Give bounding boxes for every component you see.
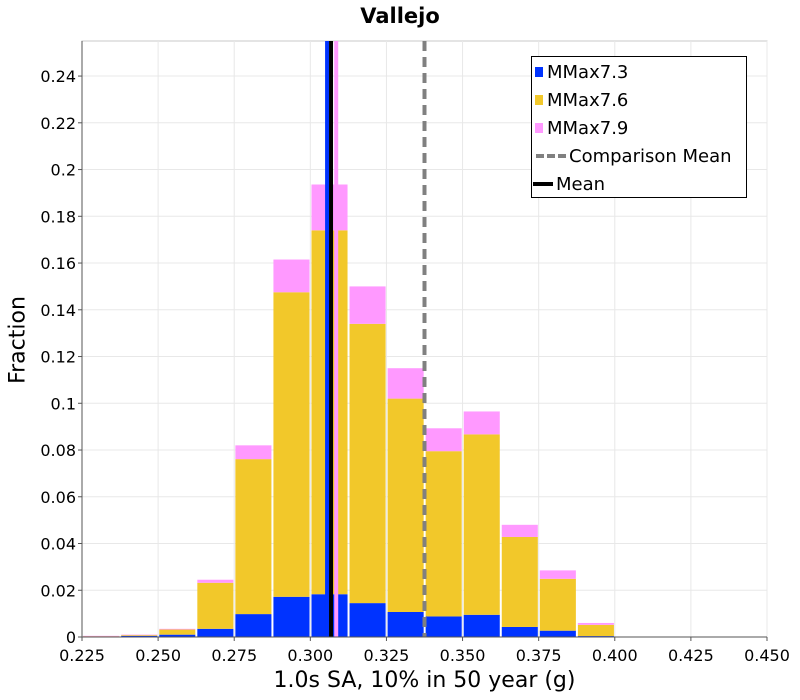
legend-item: Mean [532, 170, 605, 198]
x-tick-label: 0.400 [592, 646, 638, 665]
legend-label: MMax7.6 [547, 89, 629, 111]
bar-mmax7-9 [197, 579, 234, 583]
bar-mmax7-3 [159, 634, 196, 637]
bar-mmax7-3 [273, 596, 310, 637]
bar-mmax7-6 [235, 459, 272, 615]
x-tick-label: 0.425 [668, 646, 714, 665]
legend-line-swatch [536, 154, 566, 158]
legend-label: Mean [556, 173, 606, 195]
bar-mmax7-9 [121, 634, 158, 636]
bar-mmax7-3 [501, 626, 538, 637]
x-tick-label: 0.275 [211, 646, 257, 665]
bar-mmax7-6 [463, 434, 500, 615]
bar-mmax7-9 [501, 524, 538, 537]
legend: MMax7.3 MMax7.6 MMax7.9 Comparison Mean Mean [531, 56, 747, 198]
y-tick-label: 0.14 [40, 301, 76, 320]
bar-mmax7-6 [121, 634, 158, 636]
legend-swatch [535, 123, 543, 133]
bar-mmax7-9 [349, 286, 386, 324]
y-tick-label: 0.24 [40, 67, 76, 86]
bar-mmax7-6 [349, 323, 386, 604]
x-axis-label: 1.0s SA, 10% in 50 year (g) [273, 668, 576, 693]
bar-mmax7-9 [273, 259, 310, 293]
bar-mmax7-3 [425, 616, 462, 637]
legend-item: MMax7.9 [532, 114, 628, 142]
x-tick-label: 0.250 [135, 646, 181, 665]
bar-mmax7-6 [159, 629, 196, 635]
bar-mmax7-9 [425, 428, 462, 452]
y-axis-label: Fraction [5, 296, 31, 384]
legend-swatch [535, 95, 543, 105]
legend-label: MMax7.9 [547, 117, 629, 139]
y-tick-label: 0.06 [40, 488, 76, 507]
bar-mmax7-9 [463, 411, 500, 435]
x-tick-label: 0.350 [440, 646, 486, 665]
y-tick-label: 0.04 [40, 535, 76, 554]
bar-mmax7-3 [197, 628, 234, 637]
legend-item: Comparison Mean [532, 142, 732, 170]
bar-mmax7-3 [387, 611, 424, 637]
x-tick-label: 0.325 [364, 646, 410, 665]
legend-line-swatch [533, 182, 553, 186]
bar-mmax7-6 [539, 578, 576, 631]
bar-mmax7-9 [387, 368, 424, 399]
bar-mmax7-9 [159, 628, 196, 630]
legend-swatch [535, 67, 543, 77]
bar-mmax7-6 [273, 292, 310, 597]
bar-mmax7-3 [235, 614, 272, 637]
bar-mmax7-6 [425, 451, 462, 617]
x-tick-label: 0.450 [744, 646, 790, 665]
y-tick-label: 0.1 [51, 394, 76, 413]
legend-label: Comparison Mean [569, 145, 732, 167]
bar-mmax7-3 [539, 630, 576, 637]
chart-title: Vallejo [360, 4, 440, 28]
y-tick-label: 0.2 [51, 161, 76, 180]
y-tick-label: 0.16 [40, 254, 76, 273]
bar-mmax7-3 [349, 603, 386, 637]
legend-item: MMax7.6 [532, 86, 628, 114]
bar-mmax7-3 [463, 614, 500, 637]
bar-mmax7-9 [83, 635, 120, 637]
bar-mmax7-6 [577, 624, 614, 637]
bar-mmax7-9 [539, 570, 576, 579]
legend-item: MMax7.3 [532, 58, 628, 86]
legend-label: MMax7.3 [547, 61, 629, 83]
y-tick-label: 0.08 [40, 441, 76, 460]
bar-mmax7-9 [235, 445, 272, 460]
bar-mmax7-3 [121, 635, 158, 637]
y-tick-label: 0.02 [40, 581, 76, 600]
x-tick-label: 0.225 [59, 646, 105, 665]
bar-mmax7-6 [387, 398, 424, 612]
bar-mmax7-6 [501, 536, 538, 627]
y-tick-label: 0.18 [40, 207, 76, 226]
bar-mmax7-9 [577, 622, 614, 625]
y-tick-label: 0.12 [40, 348, 76, 367]
x-tick-label: 0.375 [516, 646, 562, 665]
x-tick-label: 0.300 [287, 646, 333, 665]
y-tick-label: 0 [66, 628, 76, 647]
y-tick-label: 0.22 [40, 114, 76, 133]
bar-mmax7-6 [197, 582, 234, 629]
